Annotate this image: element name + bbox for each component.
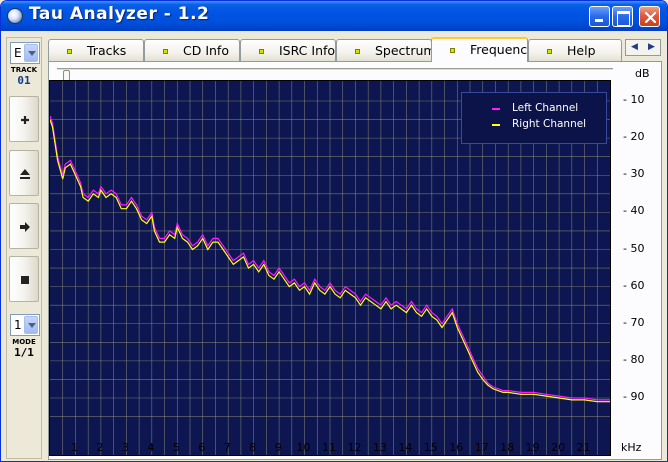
mode-select[interactable]: 1	[10, 314, 40, 336]
close-icon	[644, 11, 657, 24]
title-bar[interactable]: Tau Analyzer - 1.2	[1, 1, 667, 31]
led-icon	[355, 49, 360, 54]
x-tick-label: 12	[347, 441, 362, 454]
series-line-left-channel	[50, 115, 610, 401]
eject-icon	[20, 169, 30, 179]
track-number: 01	[17, 74, 31, 87]
y-tick-label: - 60	[623, 278, 645, 292]
y-tick-label: - 80	[623, 352, 645, 366]
stop-icon	[21, 276, 29, 284]
tab-scroll-buttons[interactable]: ◀ ▶	[625, 39, 661, 56]
close-button[interactable]	[639, 6, 660, 27]
x-tick-label: 20	[551, 441, 566, 454]
x-tick-label: 8	[249, 441, 257, 454]
tab-label: Frequency	[470, 42, 528, 57]
x-tick-label: 10	[296, 441, 311, 454]
track-label: TRACK	[10, 66, 38, 74]
next-button[interactable]	[9, 203, 39, 249]
chart-legend: Left Channel Right Channel	[461, 92, 607, 144]
x-tick-label: 11	[322, 441, 336, 454]
x-tick-label: 3	[121, 441, 129, 454]
plus-button[interactable]	[9, 96, 39, 142]
tab-label: Spectrum	[375, 43, 432, 58]
track-select-value: E	[14, 46, 22, 60]
y-tick-label: - 90	[623, 390, 645, 403]
x-tick-label: 4	[147, 441, 155, 454]
y-tick-label: - 20	[623, 130, 645, 144]
track-select[interactable]: E	[10, 42, 40, 64]
x-tick-label: 15	[423, 441, 438, 454]
legend-swatch-right	[492, 124, 500, 126]
eject-button[interactable]	[9, 150, 39, 196]
x-tick-label: 5	[172, 441, 180, 454]
x-tick-label: 14	[398, 441, 413, 454]
y-tick-label: - 40	[623, 204, 645, 218]
y-tick-label: - 10	[623, 93, 645, 106]
tab-help[interactable]: Help	[528, 39, 622, 61]
frequency-panel: dB Left Channel Right Channel - 10 - 20 - …	[48, 61, 662, 460]
tab-cd-info[interactable]: CD Info	[144, 39, 240, 61]
position-slider[interactable]	[57, 68, 613, 82]
legend-label-left: Left Channel	[512, 102, 579, 114]
chevron-down-icon[interactable]	[24, 44, 38, 62]
control-sidebar: E TRACK 01 1	[6, 37, 42, 459]
x-tick-label: 9	[274, 441, 282, 454]
y-tick-label: - 70	[623, 315, 645, 329]
tab-tracks[interactable]: Tracks	[48, 39, 144, 61]
y-tick-label: - 30	[623, 167, 645, 181]
arrow-right-icon	[20, 222, 30, 232]
x-tick-label: 18	[500, 441, 515, 454]
led-icon	[547, 49, 552, 54]
mode-value: 1/1	[14, 346, 34, 359]
x-tick-label: 13	[372, 441, 387, 454]
chevron-down-icon[interactable]	[24, 316, 38, 334]
x-tick-label: 2	[96, 441, 104, 454]
y-axis-unit: dB	[635, 67, 650, 80]
x-tick-label: 6	[198, 441, 206, 454]
tab-spectrum[interactable]: Spectrum	[336, 39, 432, 61]
legend-swatch-left	[492, 108, 500, 110]
stop-button[interactable]	[9, 256, 39, 302]
y-tick-label: - 50	[623, 241, 645, 255]
led-icon	[259, 49, 264, 54]
led-icon	[163, 49, 168, 54]
x-tick-label: 19	[525, 441, 540, 454]
x-tick-label: 1	[70, 441, 78, 454]
frequency-chart: Left Channel Right Channel	[49, 80, 611, 456]
plus-icon	[21, 116, 29, 124]
led-icon	[67, 49, 72, 54]
tab-label: Tracks	[87, 43, 127, 58]
app-icon	[7, 8, 23, 24]
x-tick-label: 17	[474, 441, 489, 454]
x-tick-label: 16	[449, 441, 464, 454]
x-tick-label: 21	[576, 441, 591, 454]
tab-label: CD Info	[183, 43, 229, 58]
mode-select-value: 1	[14, 318, 22, 332]
x-tick-label: 7	[223, 441, 231, 454]
chevron-right-icon[interactable]: ▶	[648, 42, 655, 52]
window-title: Tau Analyzer - 1.2	[29, 4, 210, 24]
x-axis-unit: kHz	[621, 441, 642, 454]
led-icon	[450, 48, 455, 53]
tab-label: ISRC Info	[279, 43, 336, 58]
tab-strip: Tracks CD Info ISRC Info Spectrum Freque…	[48, 37, 662, 62]
series-line-right-channel	[50, 119, 610, 403]
tab-label: Help	[567, 43, 596, 58]
tab-isrc-info[interactable]: ISRC Info	[240, 39, 336, 61]
mode-label: MODE	[12, 338, 36, 346]
chevron-left-icon[interactable]: ◀	[631, 42, 638, 52]
tab-frequency[interactable]: Frequency	[431, 37, 528, 62]
legend-label-right: Right Channel	[512, 118, 587, 130]
minimize-button[interactable]	[589, 6, 610, 27]
maximize-button[interactable]	[612, 6, 633, 27]
